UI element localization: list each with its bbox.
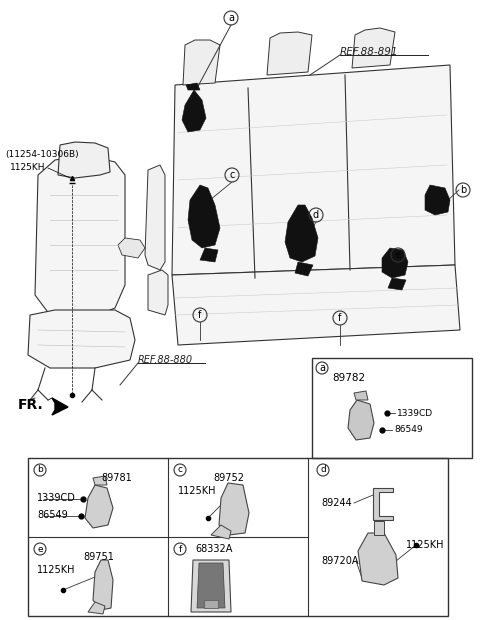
Polygon shape (93, 476, 107, 485)
Text: 89720A: 89720A (321, 556, 359, 566)
Bar (28, 458, 448, 616)
Polygon shape (295, 262, 313, 276)
Text: 1125KH: 1125KH (37, 565, 75, 575)
Text: 1125KH: 1125KH (10, 162, 46, 172)
Bar (204, 600, 218, 608)
Text: 89244: 89244 (321, 498, 352, 508)
Text: 1125KH: 1125KH (406, 540, 444, 550)
Text: 86549: 86549 (394, 425, 422, 435)
Polygon shape (191, 560, 231, 612)
Polygon shape (374, 521, 384, 535)
Text: 89751: 89751 (83, 552, 114, 562)
Text: c: c (229, 170, 235, 180)
Text: REF.88-880: REF.88-880 (138, 355, 193, 365)
Polygon shape (197, 563, 225, 608)
Text: d: d (313, 210, 319, 220)
Text: a: a (228, 13, 234, 23)
Polygon shape (382, 248, 408, 278)
Text: (11254-10306B): (11254-10306B) (5, 151, 79, 159)
Bar (312, 358, 472, 458)
Polygon shape (148, 270, 168, 315)
Polygon shape (388, 278, 406, 290)
Polygon shape (145, 165, 165, 270)
Text: 1125KH: 1125KH (178, 486, 216, 496)
Polygon shape (118, 238, 145, 258)
Text: a: a (319, 363, 325, 373)
Polygon shape (93, 560, 113, 610)
Text: f: f (198, 310, 202, 320)
Polygon shape (219, 483, 249, 535)
Text: e: e (37, 544, 43, 554)
Polygon shape (200, 248, 218, 262)
Text: 68332A: 68332A (195, 544, 232, 554)
Polygon shape (183, 40, 220, 85)
Polygon shape (358, 533, 398, 585)
Polygon shape (58, 142, 110, 178)
Text: d: d (320, 466, 326, 474)
Text: 1339CD: 1339CD (397, 409, 433, 417)
Polygon shape (85, 485, 113, 528)
Polygon shape (285, 205, 318, 262)
Polygon shape (425, 185, 450, 215)
Polygon shape (188, 185, 220, 248)
Text: 89752: 89752 (213, 473, 244, 483)
Polygon shape (352, 28, 395, 68)
Text: e: e (395, 250, 401, 260)
Text: REF.88-891: REF.88-891 (340, 47, 398, 57)
Text: b: b (460, 185, 466, 195)
Text: c: c (178, 466, 182, 474)
Polygon shape (172, 65, 455, 275)
Text: 89782: 89782 (332, 373, 365, 383)
Polygon shape (172, 265, 460, 345)
Polygon shape (28, 310, 135, 368)
Polygon shape (52, 398, 68, 415)
Polygon shape (373, 488, 393, 520)
Text: f: f (338, 313, 342, 323)
Text: FR.: FR. (18, 398, 44, 412)
Text: 1339CD: 1339CD (37, 493, 76, 503)
Polygon shape (211, 525, 231, 539)
Polygon shape (35, 155, 125, 320)
Text: 86549: 86549 (37, 510, 68, 520)
Polygon shape (348, 400, 374, 440)
Polygon shape (354, 391, 368, 400)
Polygon shape (186, 83, 200, 90)
Polygon shape (182, 90, 206, 132)
Text: f: f (179, 544, 181, 554)
Text: b: b (37, 466, 43, 474)
Text: 89781: 89781 (101, 473, 132, 483)
Polygon shape (267, 32, 312, 75)
Polygon shape (88, 602, 105, 614)
